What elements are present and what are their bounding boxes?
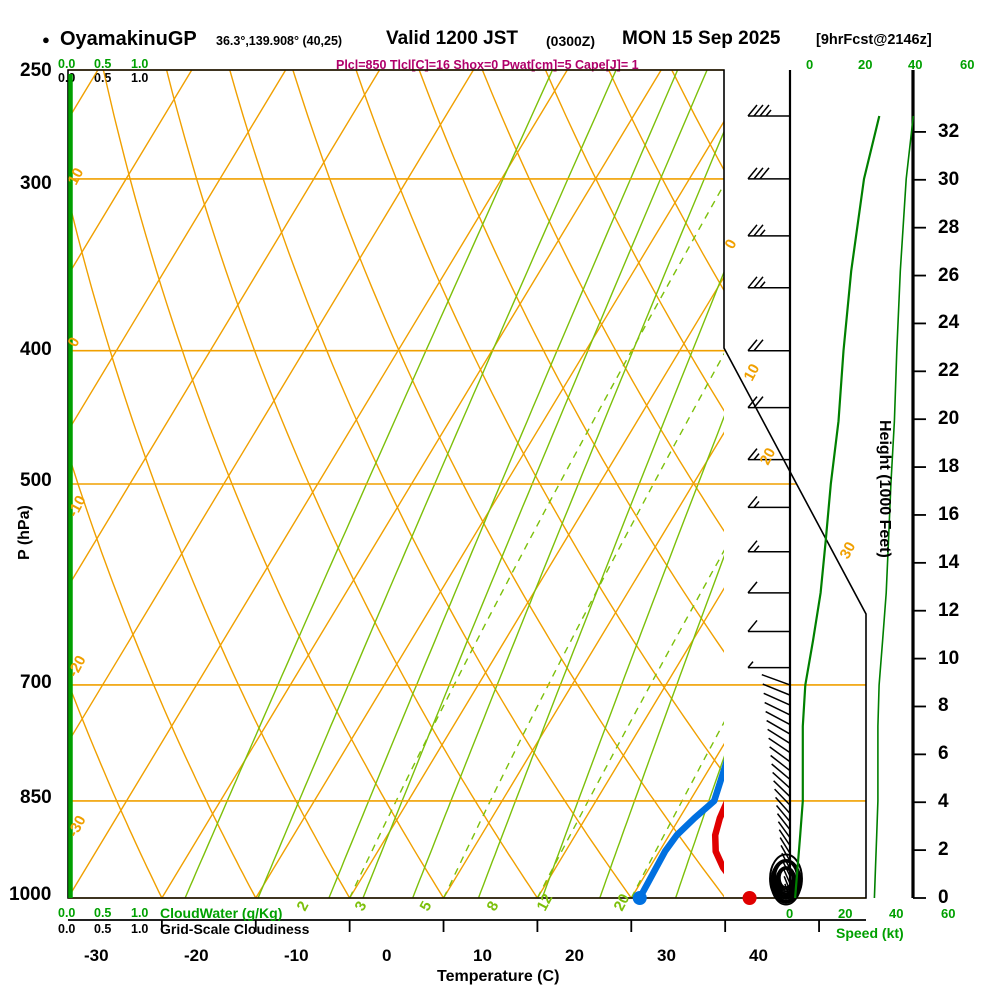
valid-time: Valid 1200 JST xyxy=(386,28,519,49)
surface-temperature-marker xyxy=(742,891,757,905)
cloudiness-tick-bot-2: 1.0 xyxy=(131,922,149,936)
height-tick-28: 28 xyxy=(938,216,960,238)
cloudwater-tick-bot-2: 1.0 xyxy=(131,906,149,920)
height-tick-4: 4 xyxy=(938,791,949,813)
temp-tick--10: -10 xyxy=(284,946,309,965)
height-tick-8: 8 xyxy=(938,695,949,717)
wind-barbs xyxy=(747,104,803,906)
speed-tick-top-0: 0 xyxy=(806,57,814,72)
speed-tick-bot-3: 60 xyxy=(941,906,956,921)
skewt-grid xyxy=(68,70,724,898)
pressure-tick-1000: 1000 xyxy=(9,884,52,905)
dry-adiabat-label-right-3: 30 xyxy=(837,539,860,562)
station-name: OyamakinuGP xyxy=(60,28,197,50)
dry-adiabat-label-right-1: 10 xyxy=(741,361,764,384)
temp-tick-20: 20 xyxy=(565,946,584,965)
station-coords: 36.3°,139.908° (40,25) xyxy=(216,34,343,48)
cloudwater-tick-bot-0: 0.0 xyxy=(58,906,76,920)
isobar-lines xyxy=(68,69,866,899)
valid-time-utc: (0300Z) xyxy=(546,33,596,49)
mixing-ratio-label-5: 20 xyxy=(611,891,634,914)
height-tick-6: 6 xyxy=(938,743,949,765)
height-axis-label: Height (1000 Feet) xyxy=(876,420,893,558)
height-ticks xyxy=(913,131,926,899)
speed-tick-bot-1: 20 xyxy=(838,906,853,921)
mixing-ratio-label-0: 2 xyxy=(294,899,313,914)
temp-tick-30: 30 xyxy=(657,946,676,965)
height-tick-2: 2 xyxy=(938,839,949,861)
cloudiness-tick-bot-0: 0.0 xyxy=(58,922,76,936)
mixing-ratio-label-4: 12 xyxy=(534,891,557,914)
height-tick-14: 14 xyxy=(938,551,960,573)
temperature-ticks xyxy=(160,920,820,932)
forecast-tag: [9hrFcst@2146z] xyxy=(816,32,932,48)
height-tick-22: 22 xyxy=(938,360,960,382)
cloudwater-tick-bot-1: 0.5 xyxy=(94,906,112,920)
temperature-trace xyxy=(711,800,724,875)
cloudwater-tick-top-2: 1.0 xyxy=(131,57,149,71)
height-tick-20: 20 xyxy=(938,408,960,430)
mixing-ratio-label-1: 3 xyxy=(352,899,371,914)
temp-tick--20: -20 xyxy=(184,946,209,965)
temp-tick-10: 10 xyxy=(473,946,492,965)
speed-tick-top-3: 60 xyxy=(960,57,975,72)
speed-axis-label: Speed (kt) xyxy=(836,925,904,941)
height-tick-24: 24 xyxy=(938,312,960,334)
height-tick-18: 18 xyxy=(938,456,960,478)
mixing-ratio-label-2: 5 xyxy=(417,899,436,914)
pressure-tick-700: 700 xyxy=(20,672,52,693)
pressure-tick-850: 850 xyxy=(20,787,52,808)
temp-tick--30: -30 xyxy=(84,946,109,965)
height-tick-16: 16 xyxy=(938,503,960,525)
temp-tick-40: 40 xyxy=(749,946,768,965)
mixing-ratio-label-3: 8 xyxy=(484,899,503,914)
speed-tick-top-2: 40 xyxy=(908,57,923,72)
cloudwater-axis-label: CloudWater (g/Kg) xyxy=(160,905,283,921)
pressure-tick-300: 300 xyxy=(20,173,52,194)
cloudiness-tick-top-1: 0.5 xyxy=(94,71,112,85)
height-tick-12: 12 xyxy=(938,599,960,621)
cloudiness-tick-bot-1: 0.5 xyxy=(94,922,112,936)
height-tick-10: 10 xyxy=(938,647,960,669)
temperature-axis-label: Temperature (C) xyxy=(437,968,560,985)
height-tick-0: 0 xyxy=(938,887,949,908)
height-speed-trace xyxy=(873,115,915,899)
sounding-stats: Plcl=850 Tlcl[C]=16 Shox=0 Pwat[cm]=5 Ca… xyxy=(336,58,639,72)
cloudwater-tick-top-1: 0.5 xyxy=(94,57,112,71)
cloudwater-tick-top-0: 0.0 xyxy=(58,57,76,71)
cloudiness-tick-top-2: 1.0 xyxy=(131,71,149,85)
plot-frame xyxy=(67,69,867,899)
speed-tick-bot-0: 0 xyxy=(786,906,794,921)
surface-dewpoint-marker xyxy=(632,891,647,905)
dry-adiabat-label-right-2: 20 xyxy=(757,445,780,468)
pressure-tick-500: 500 xyxy=(20,470,52,491)
temp-tick-0: 0 xyxy=(382,946,392,965)
height-tick-32: 32 xyxy=(938,120,960,142)
station-marker-icon: ● xyxy=(42,32,50,47)
pressure-tick-250: 250 xyxy=(20,60,52,81)
speed-profile-trace xyxy=(794,115,881,899)
dewpoint-trace xyxy=(636,758,724,898)
valid-date: MON 15 Sep 2025 xyxy=(622,28,781,49)
pressure-tick-400: 400 xyxy=(20,339,52,360)
height-tick-26: 26 xyxy=(938,264,960,286)
cloudiness-axis-label: Grid-Scale Cloudiness xyxy=(160,921,310,937)
speed-tick-bot-2: 40 xyxy=(889,906,904,921)
pressure-axis-label: P (hPa) xyxy=(16,505,33,560)
speed-tick-top-1: 20 xyxy=(858,57,873,72)
height-tick-30: 30 xyxy=(938,168,960,190)
dry-adiabat-label-left-0: 10 xyxy=(65,165,88,188)
